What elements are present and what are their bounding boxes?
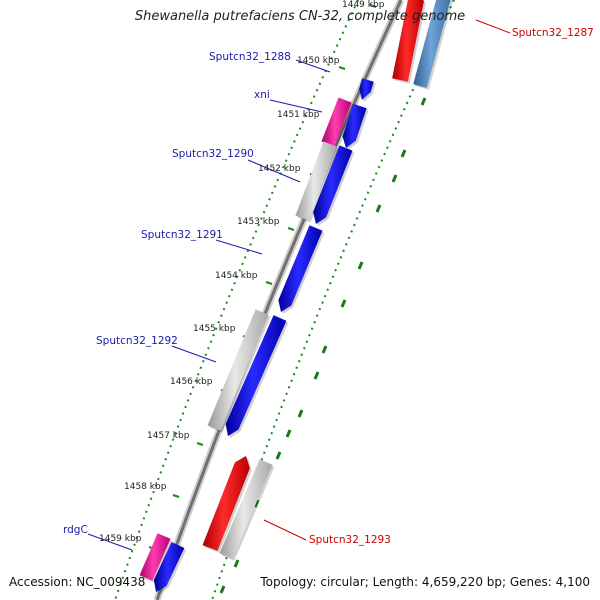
- leader-line: [263, 519, 307, 541]
- hit-bar-top-body: [413, 0, 451, 88]
- tick-label: 1449 kbp: [342, 0, 385, 10]
- gene-label-sputcn32-1288: Sputcn32_1288: [209, 51, 291, 63]
- tick-label: 1450 kbp: [297, 56, 340, 66]
- feature-sputcn32-1293-body: [202, 456, 250, 551]
- map-title: Shewanella putrefaciens CN-32, complete …: [134, 9, 466, 24]
- topology-summary: Topology: circular; Length: 4,659,220 bp…: [260, 575, 590, 589]
- gc-skew-marks: [219, 39, 432, 594]
- leader-line: [269, 99, 323, 113]
- feature-sputcn32-1287-body: [392, 0, 424, 82]
- feature-misc-gray-lower-body: [219, 459, 273, 559]
- gc-mark: [297, 409, 304, 418]
- feature-sputcn32-1287: [392, 0, 426, 84]
- feature-sputcn32-1292: [225, 315, 289, 438]
- feature-sputcn32-1290-body: [313, 145, 353, 224]
- feature-sputcn32-1288-body: [359, 78, 374, 100]
- feature-sputcn32-1291: [278, 225, 325, 314]
- tick-line: [172, 494, 180, 498]
- feature-sputcn32-1288: [359, 78, 376, 102]
- feature-sputcn32-1290: [313, 145, 355, 226]
- misc-feature-gray-2-body: [207, 309, 269, 431]
- rna-feature-upper-body: [321, 97, 352, 147]
- leader-lines: [87, 19, 511, 551]
- gene-labels: Sputcn32_1287 Sputcn32_1288 xni Sputcn32…: [63, 27, 594, 546]
- rna-feature-lower-body: [139, 533, 171, 581]
- gc-mark: [219, 585, 226, 594]
- tick-line: [287, 227, 295, 231]
- leader-line: [215, 239, 263, 255]
- gc-mark: [340, 299, 347, 308]
- gc-mark: [391, 174, 398, 183]
- feature-xni: [342, 103, 369, 150]
- accession-text: Accession: NC_009438: [9, 575, 146, 589]
- tick-label: 1455 kbp: [193, 324, 236, 334]
- tick-line: [369, 4, 377, 8]
- gene-label-sputcn32-1291: Sputcn32_1291: [141, 229, 223, 241]
- feature-rdgc-body: [153, 542, 185, 592]
- tick-label: 1453 kbp: [237, 217, 280, 227]
- tick-labels: 1449 kbp 1450 kbp 1451 kbp 1452 kbp 1453…: [99, 0, 385, 544]
- tick-label: 1459 kbp: [99, 534, 142, 544]
- leader-line: [171, 345, 217, 363]
- tick-line: [338, 66, 346, 70]
- gc-mark: [420, 97, 427, 106]
- gene-label-sputcn32-1292: Sputcn32_1292: [96, 335, 178, 347]
- rna-feature-upper: [321, 97, 354, 149]
- hit-bar-top: [413, 0, 454, 90]
- leader-line: [87, 533, 133, 551]
- tick-label: 1452 kbp: [258, 164, 301, 174]
- gene-label-xni: xni: [254, 89, 270, 101]
- inner-dotted-track: [114, 0, 359, 600]
- gene-label-sputcn32-1287: Sputcn32_1287: [512, 27, 594, 39]
- gc-mark: [321, 345, 328, 354]
- gene-label-rdgc: rdgC: [63, 524, 88, 536]
- misc-feature-gray-1: [295, 141, 339, 223]
- gc-mark: [400, 149, 407, 158]
- feature-xni-body: [342, 103, 367, 148]
- leader-line: [475, 19, 511, 34]
- tick-label: 1458 kbp: [124, 482, 167, 492]
- gene-label-sputcn32-1293: Sputcn32_1293: [309, 534, 391, 546]
- feature-misc-gray-lower: [219, 459, 275, 561]
- feature-layer: [139, 0, 454, 594]
- misc-feature-gray-1-body: [295, 141, 337, 221]
- rna-feature-lower: [139, 533, 173, 583]
- gc-mark: [285, 429, 292, 438]
- feature-rdgc: [153, 542, 187, 594]
- tick-line: [196, 442, 204, 446]
- gc-mark: [275, 451, 282, 460]
- gc-mark: [313, 371, 320, 380]
- gene-label-sputcn32-1290: Sputcn32_1290: [172, 148, 254, 160]
- leader-line: [247, 159, 301, 183]
- leader-line: [295, 59, 331, 73]
- tick-line: [265, 281, 273, 285]
- gc-mark: [375, 204, 382, 213]
- tick-label: 1451 kbp: [277, 110, 320, 120]
- gc-mark: [233, 559, 240, 568]
- feature-sputcn32-1292-body: [225, 315, 287, 436]
- misc-feature-gray-2: [207, 309, 271, 433]
- tick-label: 1457 kbp: [147, 431, 190, 441]
- tick-label: 1454 kbp: [215, 271, 258, 281]
- tick-label: 1456 kbp: [170, 377, 213, 387]
- gc-mark: [357, 261, 364, 270]
- gc-mark: [253, 499, 260, 508]
- feature-sputcn32-1293: [202, 456, 252, 553]
- feature-sputcn32-1291-body: [278, 225, 323, 312]
